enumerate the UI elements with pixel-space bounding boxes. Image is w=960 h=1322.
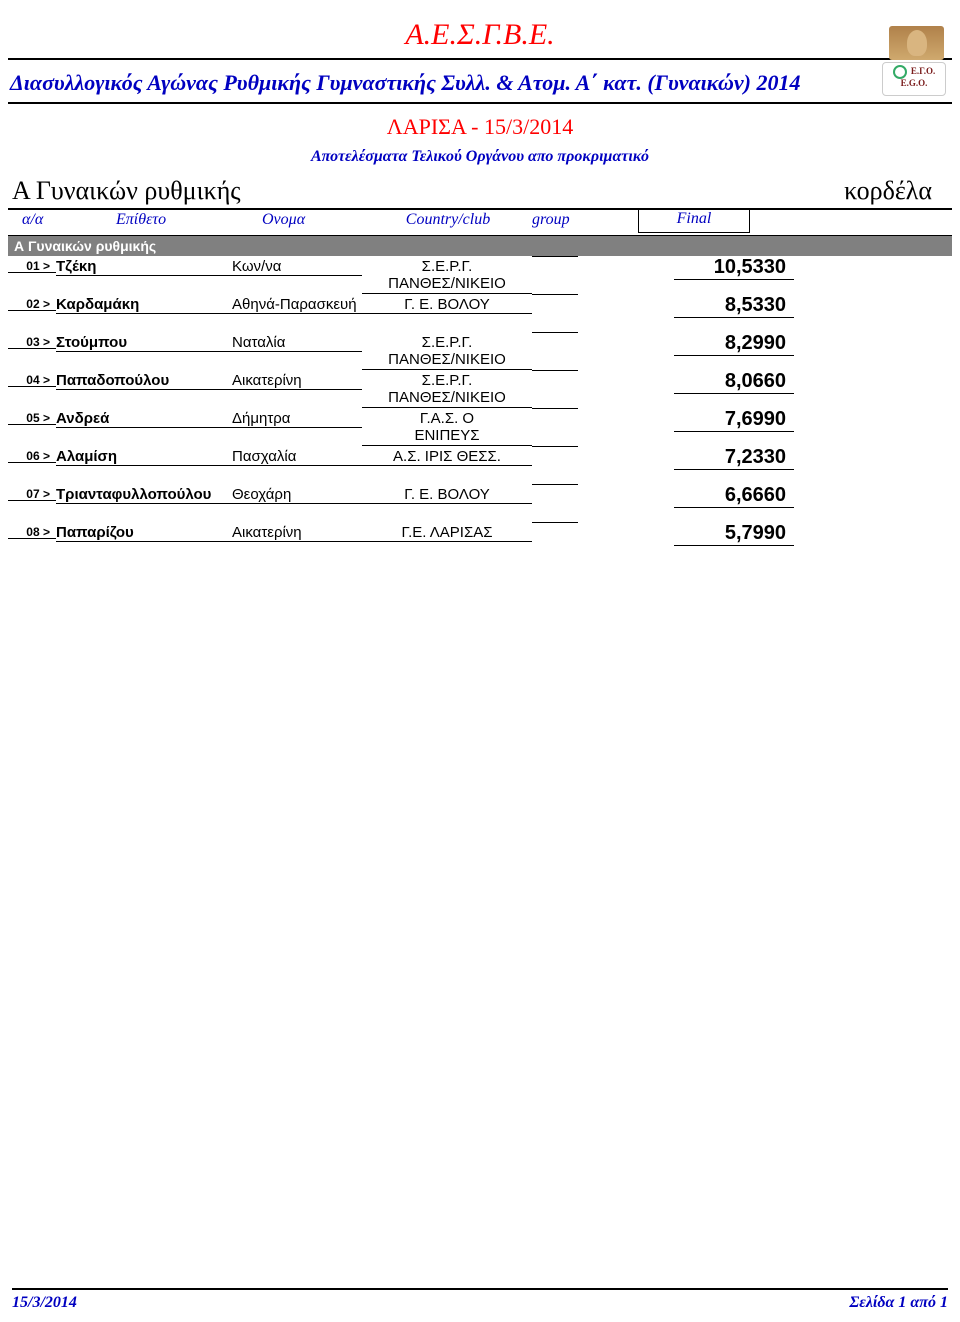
table-row: 04 >ΠαπαδοπούλουΑικατερίνηΣ.Ε.Ρ.Γ.ΠΑΝΘΕΣ…	[8, 370, 952, 408]
club-cell: Γ.Ε. ΛΑΡΙΣΑΣ	[362, 522, 532, 541]
footer-page: Σελίδα 1 από 1	[849, 1294, 948, 1312]
footer: 15/3/2014 Σελίδα 1 από 1	[12, 1288, 948, 1312]
table-row: 07 >ΤριανταφυλλοπούλουΘεοχάρηΓ. Ε. ΒΟΛΟΥ…	[8, 484, 952, 522]
org-title: Α.Ε.Σ.Γ.Β.Ε.	[0, 18, 960, 52]
score-cell: 5,7990	[674, 522, 794, 545]
firstname-cell: Δήμητρα	[232, 408, 362, 427]
surname-cell: Καρδαμάκη	[56, 294, 232, 313]
hdr-final-box: Final	[638, 210, 750, 233]
score-cell: 10,5330	[674, 256, 794, 279]
table-row: 06 >ΑλαμίσηΠασχαλίαΑ.Σ. ΙΡΙΣ ΘΕΣΣ. 7,2330	[8, 446, 952, 484]
rule-top	[8, 58, 952, 60]
club-cell: Σ.Ε.Ρ.Γ.ΠΑΝΘΕΣ/ΝΙΚΕΙΟ	[362, 256, 532, 293]
club-cell: Γ.Α.Σ. ΟΕΝΙΠΕΥΣ	[362, 408, 532, 445]
page: Ε.Γ.Ο. E.G.O. Α.Ε.Σ.Γ.Β.Ε. Διασυλλογικός…	[0, 18, 960, 1322]
surname-cell: Τζέκη	[56, 256, 232, 275]
rule-2	[8, 102, 952, 104]
firstname-cell: Αικατερίνη	[232, 522, 362, 541]
hdr-surname: Επίθετο	[116, 211, 166, 229]
club-cell: Σ.Ε.Ρ.Γ.ΠΑΝΘΕΣ/ΝΙΚΕΙΟ	[362, 332, 532, 369]
rank-cell: 03 >	[8, 332, 56, 348]
score-cell: 8,2990	[674, 332, 794, 355]
hdr-aa: α/α	[22, 211, 43, 229]
firstname-cell: Πασχαλία	[232, 446, 362, 465]
surname-cell: Παπαδοπούλου	[56, 370, 232, 389]
firstname-cell: Κων/να	[232, 256, 362, 275]
hdr-club: Country/club	[368, 211, 528, 229]
surname-cell: Ανδρεά	[56, 408, 232, 427]
score-cell: 8,0660	[674, 370, 794, 393]
hdr-final: Final	[677, 210, 712, 227]
logo-statue-icon	[889, 26, 944, 60]
club-cell: Γ. Ε. ΒΟΛΟΥ	[362, 294, 532, 313]
table-row: 02 >ΚαρδαμάκηΑθηνά-ΠαρασκευήΓ. Ε. ΒΟΛΟΥ 8…	[8, 294, 952, 332]
firstname-cell: Θεοχάρη	[232, 484, 362, 503]
rank-cell: 05 >	[8, 408, 56, 424]
club-cell: Γ. Ε. ΒΟΛΟΥ	[362, 484, 532, 503]
surname-cell: Στούμπου	[56, 332, 232, 351]
surname-cell: Παπαρίζου	[56, 522, 232, 541]
table-row: 03 >ΣτούμπουΝαταλίαΣ.Ε.Ρ.Γ.ΠΑΝΘΕΣ/ΝΙΚΕΙΟ…	[8, 332, 952, 370]
rank-cell: 01 >	[8, 256, 56, 272]
hdr-firstname: Ονομα	[262, 211, 305, 229]
ring-icon	[893, 65, 907, 79]
category-row: Α Γυναικών ρυθμικής κορδέλα	[12, 176, 932, 206]
score-cell: 7,2330	[674, 446, 794, 469]
table-row: 01 >ΤζέκηΚων/ναΣ.Ε.Ρ.Γ.ΠΑΝΘΕΣ/ΝΙΚΕΙΟ 10,5…	[8, 256, 952, 294]
category-name: Α Γυναικών ρυθμικής	[12, 176, 241, 206]
table-header: α/α Επίθετο Ονομα Country/club group Fin…	[8, 208, 952, 236]
firstname-cell: Αθηνά-Παρασκευή	[232, 294, 362, 313]
score-cell: 8,5330	[674, 294, 794, 317]
rank-cell: 07 >	[8, 484, 56, 500]
hdr-group: group	[532, 211, 570, 229]
club-cell: Α.Σ. ΙΡΙΣ ΘΕΣΣ.	[362, 446, 532, 465]
sub-heading: Αποτελέσματα Τελικού Οργάνου απο προκριμ…	[0, 148, 960, 166]
rank-cell: 08 >	[8, 522, 56, 538]
rank-cell: 06 >	[8, 446, 56, 462]
logo-line1: Ε.Γ.Ο.	[911, 66, 935, 76]
event-title: Διασυλλογικός Αγώνας Ρυθμικής Γυμναστική…	[10, 70, 950, 96]
logo-text: Ε.Γ.Ο. E.G.O.	[882, 62, 946, 96]
apparatus-name: κορδέλα	[844, 176, 932, 206]
rank-cell: 02 >	[8, 294, 56, 310]
logo-line2: E.G.O.	[901, 78, 928, 88]
results-rows: 01 >ΤζέκηΚων/ναΣ.Ε.Ρ.Γ.ΠΑΝΘΕΣ/ΝΙΚΕΙΟ10,5…	[0, 256, 960, 560]
footer-date: 15/3/2014	[12, 1294, 77, 1312]
surname-cell: Τριανταφυλλοπούλου	[56, 484, 232, 503]
club-cell: Σ.Ε.Ρ.Γ.ΠΑΝΘΕΣ/ΝΙΚΕΙΟ	[362, 370, 532, 407]
table-row: 08 >ΠαπαρίζουΑικατερίνηΓ.Ε. ΛΑΡΙΣΑΣ 5,799…	[8, 522, 952, 560]
surname-cell: Αλαμίση	[56, 446, 232, 465]
federation-logo: Ε.Γ.Ο. E.G.O.	[882, 26, 950, 96]
sub-band: Α Γυναικών ρυθμικής	[8, 236, 952, 256]
location-date: ΛΑΡΙΣΑ - 15/3/2014	[0, 114, 960, 140]
firstname-cell: Ναταλία	[232, 332, 362, 351]
score-cell: 7,6990	[674, 408, 794, 431]
firstname-cell: Αικατερίνη	[232, 370, 362, 389]
rank-cell: 04 >	[8, 370, 56, 386]
table-row: 05 >ΑνδρεάΔήμητραΓ.Α.Σ. ΟΕΝΙΠΕΥΣ 7,6990	[8, 408, 952, 446]
score-cell: 6,6660	[674, 484, 794, 507]
